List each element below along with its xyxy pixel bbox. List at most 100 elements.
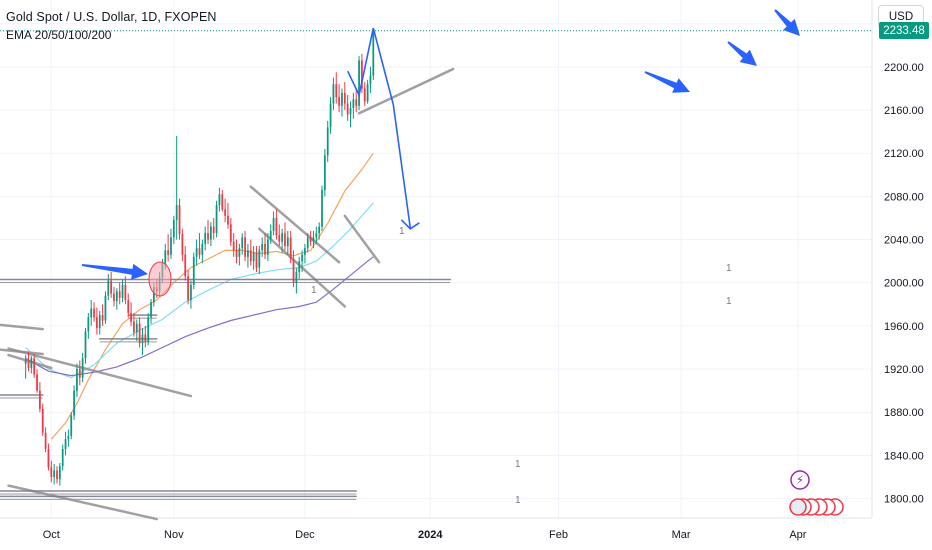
price-axis[interactable]: 1800.00 1840.00 1880.00 1920.00 1960.00 2000.…: [884, 19, 924, 506]
arrow-markers[interactable]: [81, 9, 800, 280]
candle-body: [318, 226, 321, 234]
trendline: [0, 348, 44, 356]
candle-body: [295, 271, 298, 283]
candle-body: [81, 358, 84, 378]
candle-body: [141, 334, 144, 344]
candle-body: [326, 127, 329, 156]
candle-body: [281, 233, 284, 242]
time-tick-label: 2024: [418, 529, 443, 541]
candle-body: [198, 248, 201, 255]
candle-body: [309, 237, 312, 242]
candle-body: [144, 334, 147, 343]
price-tick-label: 2120.00: [884, 148, 924, 160]
candle-body: [115, 291, 118, 302]
candle-body: [118, 291, 121, 298]
candle-body: [87, 317, 90, 332]
candle-body: [284, 233, 286, 247]
candle-body: [135, 323, 138, 333]
candle-body: [289, 237, 292, 259]
lightning-icon: [790, 470, 810, 490]
price-tick-label: 1960.00: [884, 321, 924, 333]
candle-body: [306, 237, 309, 249]
candle-body: [47, 448, 50, 468]
candle-body: [53, 470, 56, 477]
candle-body: [238, 248, 241, 257]
time-tick-label: Apr: [789, 529, 806, 541]
price-tick-label: 2160.00: [884, 105, 924, 117]
candle-body: [249, 250, 252, 262]
candle-body: [329, 103, 332, 128]
time-axis[interactable]: Oct Nov Dec 2024 Feb Mar Apr: [43, 529, 807, 541]
price-tick-label: 1840.00: [884, 450, 924, 462]
candle-body: [264, 243, 266, 255]
projection-line: [346, 27, 412, 229]
candle-body: [124, 284, 127, 301]
candle-body: [73, 390, 75, 416]
time-tick-label: Nov: [164, 529, 184, 541]
candle-body: [127, 300, 130, 313]
candle-body: [272, 217, 275, 231]
candle-body: [201, 243, 204, 255]
candle-body: [343, 92, 346, 104]
annotation-label: 1: [399, 226, 405, 237]
candle-body: [366, 84, 369, 102]
trendline: [0, 323, 44, 331]
candle-body: [269, 230, 272, 240]
arrow-icon: [774, 9, 800, 36]
candle-body: [224, 209, 227, 216]
time-tick-label: Dec: [295, 529, 315, 541]
candle-body: [24, 360, 27, 364]
event-icons[interactable]: ⚡: [789, 470, 844, 516]
highlight-ellipse: [148, 261, 172, 297]
arrow-icon: [644, 71, 690, 93]
candle-body: [44, 432, 47, 449]
candle-body: [104, 295, 107, 321]
price-tick-label: 2080.00: [884, 191, 924, 203]
trendlines[interactable]: [0, 67, 455, 521]
projection-path[interactable]: [346, 27, 420, 230]
candle-body: [227, 215, 229, 225]
annotation-label: 1: [726, 296, 732, 307]
candle-body: [349, 107, 352, 115]
candlesticks: [24, 28, 375, 486]
indicator-legend[interactable]: EMA 20/50/100/200: [6, 28, 112, 42]
trendline: [7, 347, 193, 398]
candle-body: [298, 261, 301, 272]
candle-body: [130, 312, 132, 322]
candle-body: [372, 31, 375, 76]
candle-body: [184, 254, 187, 277]
candle-body: [363, 88, 366, 102]
candle-body: [244, 237, 246, 257]
candle-body: [147, 317, 150, 343]
annotation-label: 1: [515, 495, 521, 506]
candle-body: [41, 409, 44, 433]
candle-body: [207, 233, 209, 240]
candle-body: [56, 470, 58, 480]
candle-body: [67, 435, 70, 440]
candle-body: [178, 205, 181, 235]
candle-body: [30, 358, 33, 368]
candle-body: [292, 259, 295, 283]
candle-body: [332, 84, 335, 104]
candle-body: [96, 317, 98, 329]
candle-body: [98, 315, 101, 329]
candle-body: [27, 360, 30, 368]
candle-body: [355, 99, 358, 106]
price-tick-label: 1880.00: [884, 407, 924, 419]
ema-line: [25, 256, 374, 377]
candle-body: [133, 321, 135, 333]
candle-body: [204, 233, 207, 244]
annotation-label: 1: [726, 263, 732, 274]
candle-body: [192, 256, 195, 285]
price-tick-label: 2000.00: [884, 278, 924, 290]
candle-body: [304, 248, 306, 255]
candle-body: [323, 155, 326, 190]
candle-body: [286, 237, 289, 247]
candle-body: [352, 99, 355, 108]
candle-body: [229, 224, 232, 242]
candle-body: [61, 448, 64, 467]
candle-body: [152, 287, 155, 303]
candle-body: [338, 97, 340, 106]
trendline: [7, 353, 53, 370]
